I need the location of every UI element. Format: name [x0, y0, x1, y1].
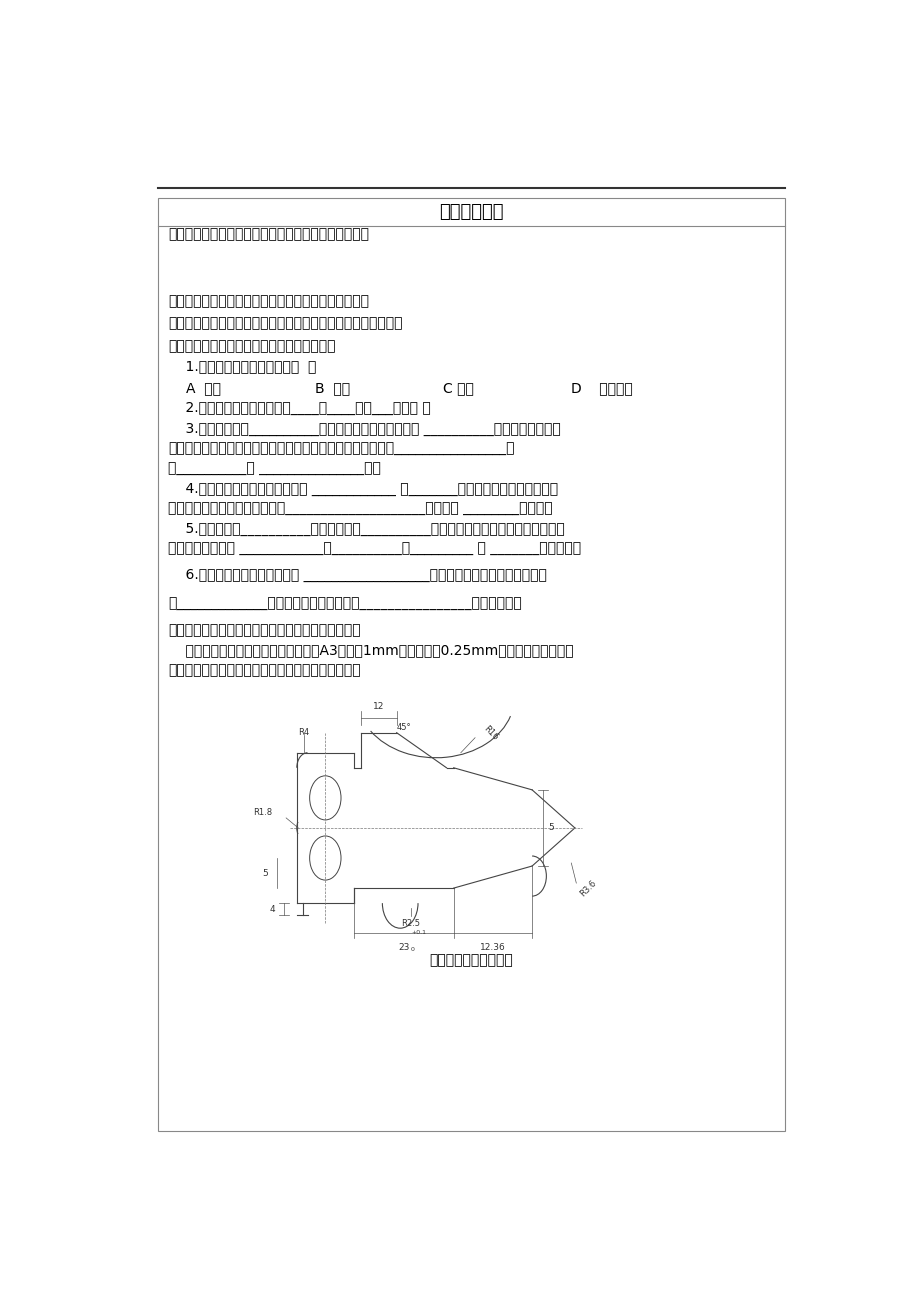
Text: 汽车脚踏板垫片的冷冲裁模的工作条件与失效形式。: 汽车脚踏板垫片的冷冲裁模的工作条件与失效形式。 [168, 664, 361, 677]
Text: 5.冷镦模是在__________作用下将棒材__________成一定尺寸形状产品的模具，主要用: 5.冷镦模是在__________作用下将棒材__________成一定尺寸形状… [168, 522, 564, 536]
Text: R16: R16 [482, 724, 500, 742]
Text: 5: 5 [262, 868, 268, 878]
Text: 来加工各种形状的 ____________、__________、_________ 和 _______等的毛坯。: 来加工各种形状的 ____________、__________、_______… [168, 542, 581, 556]
Text: 教学设计方案: 教学设计方案 [438, 203, 504, 221]
Text: 生_____________，致使模具局部表面产生________________以上的高温。: 生_____________，致使模具局部表面产生_______________… [168, 598, 522, 612]
Text: 裁、弯曲、拉深、镦锻、挤压等）所使用的模具，它主要分为________________、: 裁、弯曲、拉深、镦锻、挤压等）所使用的模具，它主要分为_____________… [168, 441, 515, 456]
Text: A  断裂: A 断裂 [186, 380, 221, 395]
Text: 八、课后练习（知识练习、技能训练、识预习要点）: 八、课后练习（知识练习、技能训练、识预习要点） [168, 624, 361, 638]
Text: R3.6: R3.6 [578, 878, 597, 898]
Text: 、__________和 _______________等。: 、__________和 _______________等。 [168, 462, 381, 477]
Text: 12.36: 12.36 [480, 943, 505, 952]
Text: +0.1: +0.1 [411, 930, 425, 935]
Text: 模具材料在模具工业中的地位、模具材料的应用状况及发展趋势: 模具材料在模具工业中的地位、模具材料的应用状况及发展趋势 [168, 316, 403, 331]
Text: R2.5: R2.5 [401, 919, 420, 928]
Text: 1.拉深模常见的失效形式是（  ）: 1.拉深模常见的失效形式是（ ） [168, 359, 316, 372]
Text: 6.冷挤压时，模具承受强大的 __________________，摩擦和金属的剧烈变形又将产: 6.冷挤压时，模具承受强大的 __________________，摩擦和金属的… [168, 568, 547, 582]
Text: B  粘附: B 粘附 [314, 380, 349, 395]
Text: R1.8: R1.8 [253, 809, 272, 818]
Text: 45°: 45° [396, 723, 411, 732]
Text: 5: 5 [548, 823, 553, 832]
Text: 边模等。模具的主要工作部位是____________________的刃口和 ________的刃口。: 边模等。模具的主要工作部位是____________________的刃口和 _… [168, 503, 552, 516]
Text: 2.根据工作条件，模具分为____、____、和___三大类 。: 2.根据工作条件，模具分为____、____、和___三大类 。 [168, 401, 431, 415]
Text: R4: R4 [298, 728, 309, 737]
Text: 图所示为汽车脚踏板垫片，零件材料A3，料厚1mm，过渡圆角0.25mm，大批量生产。分析: 图所示为汽车脚踏板垫片，零件材料A3，料厚1mm，过渡圆角0.25mm，大批量生… [168, 643, 573, 658]
Text: 五、教师总结（教师总结各组完成情况、存在的问题）: 五、教师总结（教师总结各组完成情况、存在的问题） [168, 228, 369, 241]
Bar [158, 198, 784, 1130]
Text: 4.冷冲裁模主要用于各种板材的 ____________ 及_______，包括落料模、冲孔模、切: 4.冷冲裁模主要用于各种板材的 ____________ 及_______，包括… [168, 482, 558, 496]
Text: 3.冷作模具是在__________下对金属或非金属材料进行 __________或其他加工（如冲: 3.冷作模具是在__________下对金属或非金属材料进行 _________… [168, 422, 561, 436]
Text: 0: 0 [411, 948, 414, 952]
Text: D    过量变形: D 过量变形 [571, 380, 632, 395]
Text: 4: 4 [269, 905, 275, 914]
Text: 汽车脚踏板垫片零件图: 汽车脚踏板垫片零件图 [429, 953, 513, 967]
Text: 六、拓展内容（教师讲解与本任务相关的拓展性内容）: 六、拓展内容（教师讲解与本任务相关的拓展性内容） [168, 294, 369, 309]
Text: 23: 23 [398, 943, 409, 952]
Text: 12: 12 [373, 702, 384, 711]
Text: C 磨损: C 磨损 [443, 380, 473, 395]
Text: 七、随堂考核（考核内容、考核方法和手段）: 七、随堂考核（考核内容、考核方法和手段） [168, 339, 335, 353]
